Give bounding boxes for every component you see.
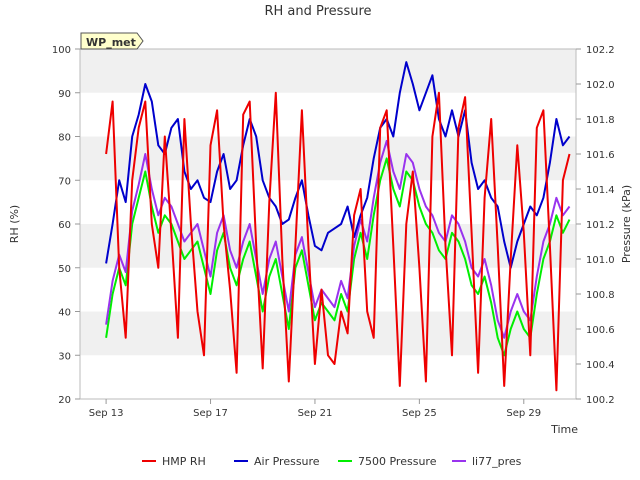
badge-label: WP_met bbox=[86, 36, 136, 49]
y-tick-right-label: 101.6 bbox=[586, 150, 615, 161]
y-tick-left-label: 40 bbox=[58, 308, 71, 319]
x-axis: Sep 13 Sep 17 Sep 21 Sep 25 Sep 29 bbox=[89, 399, 541, 419]
legend-item: HMP RH bbox=[142, 455, 206, 468]
legend-label: HMP RH bbox=[162, 455, 206, 468]
badge-shape bbox=[80, 32, 144, 50]
series-line-7500-pressure bbox=[105, 157, 571, 357]
y-tick-left-label: 100 bbox=[52, 45, 71, 56]
x-tick-label: Sep 29 bbox=[506, 408, 541, 419]
y-tick-right-label: 101.8 bbox=[586, 115, 615, 126]
y-tick-left-label: 30 bbox=[58, 351, 71, 362]
y-tick-left-label: 80 bbox=[58, 133, 71, 144]
x-axis-label: Time bbox=[550, 423, 578, 436]
y-tick-left-label: 20 bbox=[58, 395, 71, 406]
legend-label: li77_pres bbox=[472, 455, 522, 468]
y-tick-right-label: 100.4 bbox=[586, 360, 615, 371]
y-tick-left-label: 50 bbox=[58, 264, 71, 275]
legend-label: 7500 Pressure bbox=[358, 455, 437, 468]
chart-title: RH and Pressure bbox=[264, 4, 371, 19]
left-y-axis: 20 30 40 50 60 70 80 90 100 bbox=[52, 45, 80, 406]
grid-band bbox=[80, 136, 576, 181]
y-tick-left-label: 60 bbox=[58, 220, 71, 231]
legend-item: Air Pressure bbox=[234, 455, 320, 468]
y-tick-right-label: 100.6 bbox=[586, 325, 615, 336]
y-tick-right-label: 102.0 bbox=[586, 80, 615, 91]
y-tick-right-label: 100.2 bbox=[586, 395, 615, 406]
y-tick-right-label: 100.8 bbox=[586, 290, 615, 301]
y-tick-right-label: 102.2 bbox=[586, 45, 615, 56]
x-tick-label: Sep 21 bbox=[298, 408, 333, 419]
series-line-hmp-rh bbox=[105, 91, 571, 392]
series-line-li77-pres bbox=[105, 139, 571, 339]
y-axis-right-label: Pressure (kPa) bbox=[620, 185, 633, 263]
x-tick-label: Sep 25 bbox=[402, 408, 437, 419]
y-tick-left-label: 70 bbox=[58, 176, 71, 187]
series-layer bbox=[105, 61, 571, 392]
legend: HMP RH Air Pressure 7500 Pressure li77_pres bbox=[142, 455, 522, 468]
x-tick-label: Sep 17 bbox=[193, 408, 228, 419]
right-y-axis: 100.2 100.4 100.6 100.8 101.0 101.2 101.4 101.6… bbox=[576, 45, 615, 406]
y-tick-left-label: 90 bbox=[58, 89, 71, 100]
y-tick-right-label: 101.4 bbox=[586, 185, 615, 196]
x-tick-label: Sep 13 bbox=[89, 408, 124, 419]
grid-band bbox=[80, 224, 576, 268]
y-axis-left-label: RH (%) bbox=[8, 205, 21, 243]
legend-item: li77_pres bbox=[452, 455, 522, 468]
wp-met-badge: WP_met bbox=[80, 32, 144, 50]
y-tick-right-label: 101.0 bbox=[586, 255, 615, 266]
grid-band bbox=[80, 49, 576, 93]
y-tick-right-label: 101.2 bbox=[586, 220, 615, 231]
legend-label: Air Pressure bbox=[254, 455, 320, 468]
legend-item: 7500 Pressure bbox=[338, 455, 437, 468]
